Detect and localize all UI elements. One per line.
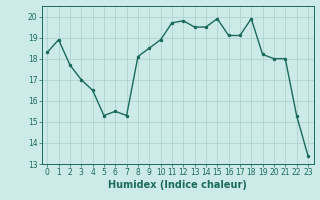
X-axis label: Humidex (Indice chaleur): Humidex (Indice chaleur) (108, 180, 247, 190)
